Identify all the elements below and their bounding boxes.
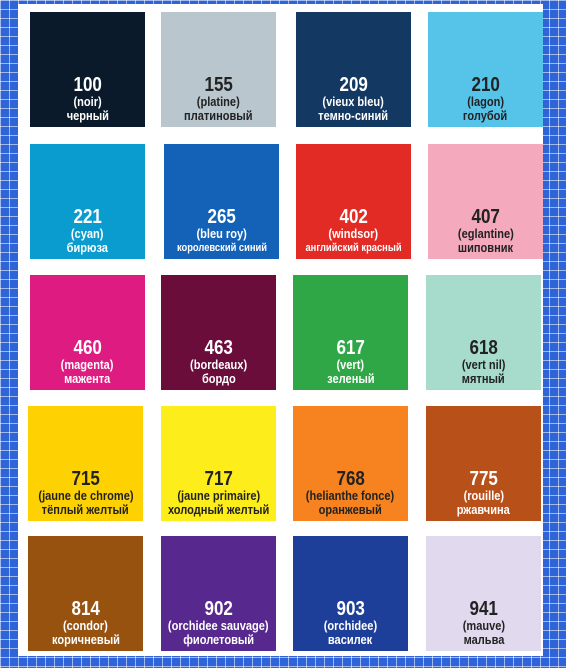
color-swatch: 265 (bleu roy) королевский синий <box>164 144 279 259</box>
color-swatch: 407 (eglantine) шиповник <box>428 144 543 259</box>
color-code: 402 <box>339 206 368 228</box>
color-code: 407 <box>471 206 500 228</box>
color-name-ru: мальва <box>463 632 504 647</box>
color-name-ru: фиолетовый <box>183 632 254 647</box>
color-name-fr: (lagon) <box>467 94 504 109</box>
color-swatch: 209 (vieux bleu) темно-синий <box>296 12 411 127</box>
color-name-fr: (mauve) <box>462 618 505 633</box>
color-swatch: 618 (vert nil) мятный <box>426 275 541 390</box>
color-code: 209 <box>339 74 368 96</box>
color-swatch: 903 (orchidee) василек <box>293 536 408 651</box>
color-name-ru: черный <box>66 108 109 123</box>
color-code: 715 <box>71 468 100 490</box>
color-name-ru: холодный желтый <box>167 502 270 517</box>
color-swatch: 155 (platine) платиновый <box>161 12 276 127</box>
color-name-ru: мажента <box>64 371 111 386</box>
color-swatch: 100 (noir) черный <box>30 12 145 127</box>
color-code: 460 <box>73 337 102 359</box>
color-name-fr: (helianthe fonce) <box>306 488 395 503</box>
color-name-ru: платиновый <box>184 108 253 123</box>
color-swatch: 814 (condor) коричневый <box>28 536 143 651</box>
color-swatch: 717 (jaune primaire) холодный желтый <box>161 406 276 521</box>
color-name-ru: коричневый <box>51 632 120 647</box>
color-code: 100 <box>73 74 102 96</box>
color-name-ru: темно-синий <box>318 108 389 123</box>
color-name-fr: (jaune primaire) <box>177 488 260 503</box>
color-name-fr: (orchidee) <box>323 618 378 633</box>
color-code: 221 <box>73 206 102 228</box>
color-code: 210 <box>471 74 500 96</box>
color-name-ru: оранжевый <box>318 502 383 517</box>
color-name-ru: мятный <box>462 371 505 386</box>
color-name-ru: бирюза <box>66 240 109 255</box>
color-name-fr: (magenta) <box>61 357 114 372</box>
color-name-fr: (vert) <box>336 357 365 372</box>
color-code: 902 <box>204 598 233 620</box>
color-name-ru: зеленый <box>326 371 375 386</box>
color-name-ru: бордо <box>201 371 236 386</box>
color-swatch: 463 (bordeaux) бордо <box>161 275 276 390</box>
color-code: 463 <box>204 337 233 359</box>
color-name-ru: василек <box>328 632 373 647</box>
color-code: 768 <box>336 468 365 490</box>
color-swatch: 768 (helianthe fonce) оранжевый <box>293 406 408 521</box>
color-swatch: 902 (orchidee sauvage) фиолетовый <box>161 536 276 651</box>
color-name-fr: (condor) <box>63 618 108 633</box>
color-name-fr: (noir) <box>73 94 102 109</box>
color-swatch: 210 (lagon) голубой <box>428 12 543 127</box>
color-name-fr: (bordeaux) <box>189 357 248 372</box>
color-name-fr: (vert nil) <box>461 357 506 372</box>
color-code: 903 <box>336 598 365 620</box>
color-swatch: 402 (windsor) английский красный <box>296 144 411 259</box>
color-name-ru: английский красный <box>305 242 402 254</box>
color-code: 775 <box>469 468 498 490</box>
color-code: 717 <box>204 468 233 490</box>
color-name-ru: ржавчина <box>456 502 511 517</box>
color-swatch: 617 (vert) зеленый <box>293 275 408 390</box>
color-swatch: 460 (magenta) мажента <box>30 275 145 390</box>
color-code: 265 <box>207 206 236 228</box>
color-code: 618 <box>469 337 498 359</box>
color-swatch: 775 (rouille) ржавчина <box>426 406 541 521</box>
color-swatch: 941 (mauve) мальва <box>426 536 541 651</box>
color-code: 155 <box>204 74 233 96</box>
color-name-ru: шиповник <box>457 240 514 255</box>
color-code: 617 <box>336 337 365 359</box>
color-name-ru: королевский синий <box>176 242 267 254</box>
color-chart-panel: 100 (noir) черный 155 (platine) платинов… <box>18 4 543 656</box>
color-code: 941 <box>469 598 498 620</box>
color-name-ru: тёплый желтый <box>41 502 130 517</box>
color-name-fr: (bleu roy) <box>196 226 247 241</box>
color-name-fr: (windsor) <box>328 226 379 241</box>
color-name-fr: (cyan) <box>71 226 104 241</box>
color-swatch: 221 (cyan) бирюза <box>30 144 145 259</box>
color-name-fr: (eglantine) <box>457 226 514 241</box>
color-name-fr: (platine) <box>197 94 240 109</box>
color-code: 814 <box>71 598 100 620</box>
color-swatch: 715 (jaune de chrome) тёплый желтый <box>28 406 143 521</box>
color-name-fr: (vieux bleu) <box>322 94 385 109</box>
color-name-fr: (orchidee sauvage) <box>168 618 269 633</box>
color-name-ru: голубой <box>463 108 508 123</box>
color-name-fr: (rouille) <box>463 488 504 503</box>
color-name-fr: (jaune de chrome) <box>37 488 134 503</box>
